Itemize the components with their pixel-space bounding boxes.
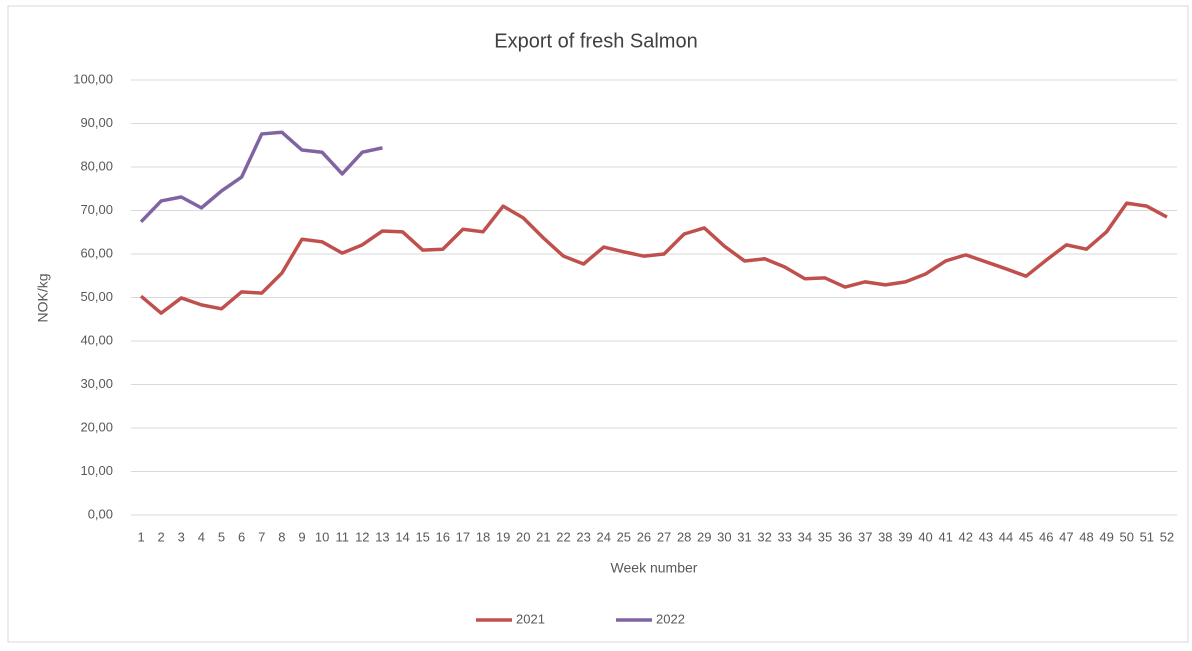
x-tick-label: 36 xyxy=(838,529,852,544)
x-tick-label: 34 xyxy=(798,529,812,544)
x-tick-label: 28 xyxy=(677,529,691,544)
chart-border xyxy=(7,5,1189,643)
y-tick-label: 30,00 xyxy=(80,376,113,391)
y-tick-label: 0,00 xyxy=(88,506,113,521)
x-tick-label: 17 xyxy=(456,529,470,544)
y-tick-label: 70,00 xyxy=(80,202,113,217)
x-axis-title: Week number xyxy=(611,560,698,576)
x-tick-label: 32 xyxy=(757,529,771,544)
chart-title: Export of fresh Salmon xyxy=(494,30,697,52)
x-tick-label: 12 xyxy=(355,529,369,544)
x-tick-label: 18 xyxy=(476,529,490,544)
x-tick-label: 42 xyxy=(959,529,973,544)
x-tick-label: 20 xyxy=(516,529,530,544)
x-tick-label: 11 xyxy=(335,529,349,544)
line-series xyxy=(139,130,383,224)
x-tick-label: 19 xyxy=(496,529,510,544)
legend-label: 2021 xyxy=(516,611,545,626)
x-tick-label: 40 xyxy=(918,529,932,544)
line-series xyxy=(139,201,1168,315)
x-tick-label: 50 xyxy=(1119,529,1133,544)
x-tick-label: 15 xyxy=(415,529,429,544)
x-tick-label: 44 xyxy=(999,529,1013,544)
x-tick-label: 6 xyxy=(238,529,245,544)
y-tick-label: 20,00 xyxy=(80,419,113,434)
x-tick-label: 27 xyxy=(657,529,671,544)
y-tick-label: 100,00 xyxy=(73,71,113,86)
x-tick-label: 30 xyxy=(717,529,731,544)
x-tick-label: 5 xyxy=(218,529,225,544)
y-tick-label: 10,00 xyxy=(80,463,113,478)
x-tick-label: 46 xyxy=(1039,529,1053,544)
x-tick-label: 33 xyxy=(778,529,792,544)
x-tick-label: 3 xyxy=(178,529,185,544)
x-tick-label: 39 xyxy=(898,529,912,544)
x-tick-label: 41 xyxy=(938,529,952,544)
x-tick-label: 35 xyxy=(818,529,832,544)
x-tick-label: 49 xyxy=(1099,529,1113,544)
x-tick-label: 37 xyxy=(858,529,872,544)
y-tick-label: 60,00 xyxy=(80,245,113,260)
x-tick-label: 43 xyxy=(979,529,993,544)
y-tick-label: 80,00 xyxy=(80,158,113,173)
x-tick-label: 10 xyxy=(315,529,329,544)
x-tick-label: 31 xyxy=(737,529,751,544)
y-axis-title: NOK/kg xyxy=(35,273,51,322)
x-tick-label: 1 xyxy=(137,529,144,544)
legend-label: 2022 xyxy=(656,611,685,626)
y-tick-label: 40,00 xyxy=(80,332,113,347)
x-tick-label: 2 xyxy=(158,529,165,544)
y-tick-label: 50,00 xyxy=(80,289,113,304)
x-tick-label: 8 xyxy=(278,529,285,544)
x-tick-label: 38 xyxy=(878,529,892,544)
x-tick-label: 13 xyxy=(375,529,389,544)
x-tick-label: 47 xyxy=(1059,529,1073,544)
y-tick-label: 90,00 xyxy=(80,115,113,130)
x-tick-label: 26 xyxy=(637,529,651,544)
x-tick-label: 29 xyxy=(697,529,711,544)
x-tick-label: 25 xyxy=(617,529,631,544)
x-tick-label: 16 xyxy=(436,529,450,544)
x-tick-label: 51 xyxy=(1140,529,1154,544)
x-tick-label: 48 xyxy=(1079,529,1093,544)
x-tick-label: 24 xyxy=(596,529,610,544)
x-tick-label: 4 xyxy=(198,529,205,544)
x-tick-label: 7 xyxy=(258,529,265,544)
x-tick-label: 22 xyxy=(556,529,570,544)
x-tick-label: 14 xyxy=(395,529,409,544)
x-tick-label: 45 xyxy=(1019,529,1033,544)
x-tick-label: 52 xyxy=(1160,529,1174,544)
x-tick-label: 9 xyxy=(298,529,305,544)
x-tick-label: 23 xyxy=(576,529,590,544)
x-tick-label: 21 xyxy=(536,529,550,544)
